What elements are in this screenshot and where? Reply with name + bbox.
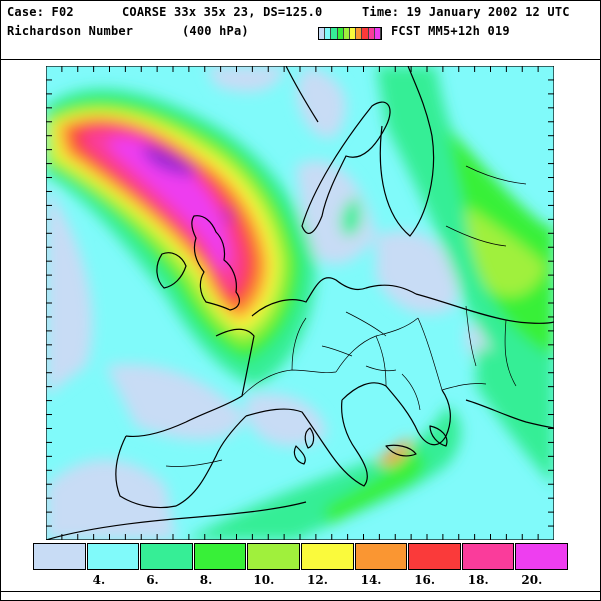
- legend-swatch: [354, 543, 408, 570]
- forecast-label: FCST MM5+12h 019: [391, 24, 510, 38]
- mini-colorbar-swatch: [368, 28, 375, 39]
- legend-label: 4.: [92, 573, 106, 587]
- case-label: Case: F02: [7, 5, 74, 19]
- mini-colorbar-swatch: [319, 28, 326, 39]
- coastlines: [46, 66, 554, 540]
- legend-swatch: [515, 543, 568, 570]
- field-label: Richardson Number: [7, 24, 134, 38]
- footer-divider: [0, 591, 601, 592]
- legend-swatch: [247, 543, 300, 570]
- legend-label: 6.: [146, 573, 159, 587]
- datetime-label: 2002 12 UTC: [488, 5, 570, 19]
- legend-swatch: [461, 543, 515, 570]
- legend-swatch: [193, 543, 247, 570]
- time-label: Time: 19 January: [362, 5, 481, 19]
- legend-label: 10.: [253, 573, 275, 587]
- legend-label: 14.: [360, 573, 382, 587]
- grid-label: COARSE 33x 35x 23, DS=125.0: [122, 5, 323, 19]
- mini-colorbar-swatch: [374, 28, 381, 39]
- legend-swatch: [33, 543, 86, 570]
- mini-colorbar: [318, 27, 382, 40]
- mini-colorbar-swatch: [325, 28, 332, 39]
- legend-swatch: [301, 543, 354, 570]
- field-contours: [46, 66, 554, 540]
- level-label: (400 hPa): [182, 24, 249, 38]
- legend-label: 12.: [307, 573, 328, 587]
- legend-label: 20.: [521, 573, 543, 587]
- axis-ticks: [46, 66, 554, 540]
- legend-swatch: [140, 543, 193, 570]
- legend-label: 8.: [199, 573, 213, 587]
- legend-label: 18.: [467, 573, 489, 587]
- mini-colorbar-swatch: [362, 28, 369, 39]
- mini-colorbar-swatch: [337, 28, 344, 39]
- mini-colorbar-swatch: [350, 28, 357, 39]
- mini-colorbar-swatch: [331, 28, 338, 39]
- legend-swatch: [408, 543, 461, 570]
- country-borders: [165, 165, 527, 467]
- header-divider: [0, 59, 601, 60]
- map-plot: [46, 66, 554, 540]
- legend-swatch: [86, 543, 140, 570]
- mini-colorbar-swatch: [356, 28, 363, 39]
- legend-label: 16.: [414, 573, 436, 587]
- mini-colorbar-swatch: [343, 28, 351, 39]
